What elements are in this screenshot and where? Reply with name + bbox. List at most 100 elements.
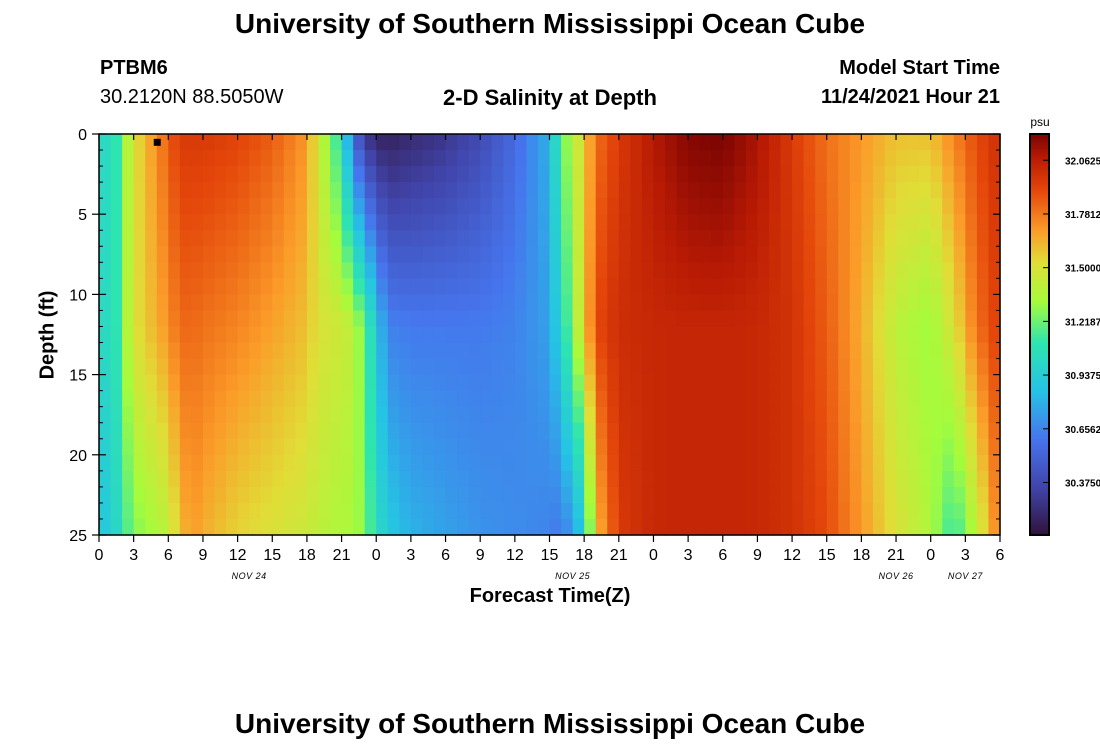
y-tick-label: 25: [69, 528, 87, 545]
heatmap-cell: [168, 374, 181, 392]
heatmap-cell: [330, 134, 343, 151]
heatmap-cell: [768, 358, 782, 376]
heatmap-cell: [722, 166, 735, 183]
heatmap-cell: [99, 358, 112, 376]
heatmap-cell: [699, 198, 712, 215]
heatmap-cell: [226, 166, 239, 183]
heatmap-cell: [306, 406, 320, 424]
heatmap-cell: [99, 502, 112, 520]
heatmap-cell: [826, 166, 839, 183]
heatmap-cell: [561, 422, 574, 440]
heatmap-cell: [514, 358, 527, 376]
date-label: NOV 25: [555, 571, 591, 581]
heatmap-cell: [237, 438, 250, 456]
heatmap-cell: [607, 454, 620, 472]
heatmap-cell: [237, 422, 250, 440]
heatmap-cell: [942, 422, 955, 440]
heatmap-cell: [433, 406, 447, 424]
heatmap-cell: [445, 438, 458, 456]
heatmap-cell: [630, 422, 643, 440]
heatmap-cell: [145, 374, 158, 392]
heatmap-cell: [433, 278, 447, 295]
heatmap-cell: [537, 438, 551, 456]
heatmap-cell: [433, 198, 447, 215]
heatmap-cell: [618, 326, 631, 344]
colorbar-tick-label: 31.2187: [1065, 317, 1100, 328]
heatmap-cell: [630, 518, 643, 536]
heatmap-cell: [965, 502, 978, 520]
heatmap-cell: [237, 246, 250, 263]
heatmap-cell: [191, 358, 204, 376]
heatmap-cell: [872, 294, 886, 312]
heatmap-cell: [514, 406, 527, 424]
heatmap-cell: [780, 166, 793, 183]
heatmap-cell: [376, 198, 389, 215]
heatmap-cell: [376, 342, 389, 360]
heatmap-cell: [410, 374, 424, 392]
heatmap-cell: [826, 294, 839, 312]
heatmap-cell: [722, 134, 735, 151]
heatmap-cell: [618, 518, 631, 536]
heatmap-cell: [826, 214, 839, 231]
heatmap-cell: [526, 502, 539, 520]
heatmap-cell: [884, 310, 897, 328]
heatmap-cell: [503, 502, 516, 520]
heatmap-cell: [260, 422, 273, 440]
heatmap-cell: [584, 262, 597, 279]
heatmap-cell: [191, 390, 204, 408]
heatmap-cell: [607, 278, 620, 295]
heatmap-cell: [641, 518, 655, 536]
heatmap-cell: [249, 150, 262, 167]
heatmap-cell: [457, 374, 470, 392]
heatmap-cell: [387, 422, 400, 440]
heatmap-cell: [272, 166, 285, 183]
heatmap-cell: [584, 198, 597, 215]
heatmap-cell: [584, 326, 597, 344]
heatmap-cell: [433, 358, 447, 376]
heatmap-cell: [861, 294, 874, 312]
heatmap-cell: [919, 358, 932, 376]
heatmap-cell: [399, 150, 412, 167]
heatmap-cell: [815, 214, 828, 231]
heatmap-cell: [399, 166, 412, 183]
heatmap-cell: [919, 390, 932, 408]
heatmap-cell: [653, 150, 666, 167]
heatmap-cell: [930, 406, 943, 424]
heatmap-cell: [942, 358, 955, 376]
heatmap-cell: [214, 278, 227, 295]
heatmap-cell: [133, 486, 146, 504]
heatmap-cell: [156, 438, 169, 456]
heatmap-cell: [410, 422, 424, 440]
heatmap-cell: [480, 454, 493, 472]
heatmap-cell: [422, 454, 435, 472]
heatmap-cell: [330, 294, 343, 312]
heatmap-cell: [676, 278, 689, 295]
heatmap-cell: [792, 502, 805, 520]
heatmap-cell: [526, 294, 539, 312]
heatmap-cell: [607, 470, 620, 488]
heatmap-cell: [549, 166, 562, 183]
heatmap-cell: [503, 342, 516, 360]
heatmap-cell: [480, 166, 493, 183]
heatmap-cell: [745, 294, 759, 312]
heatmap-cell: [503, 246, 516, 263]
heatmap-cell: [907, 406, 920, 424]
heatmap-cell: [665, 310, 678, 328]
heatmap-cell: [156, 166, 169, 183]
heatmap-cell: [757, 214, 770, 231]
heatmap-cell: [272, 294, 285, 312]
heatmap-cell: [272, 486, 285, 504]
heatmap-cell: [988, 406, 1001, 424]
heatmap-cell: [641, 390, 655, 408]
heatmap-cell: [607, 422, 620, 440]
heatmap-cell: [353, 486, 366, 504]
heatmap-cell: [145, 390, 158, 408]
heatmap-cell: [399, 374, 412, 392]
heatmap-cell: [168, 214, 181, 231]
heatmap-cell: [803, 326, 816, 344]
heatmap-cell: [815, 262, 828, 279]
heatmap-cell: [826, 198, 839, 215]
heatmap-cell: [445, 230, 458, 247]
heatmap-cell: [353, 502, 366, 520]
heatmap-cell: [595, 390, 608, 408]
